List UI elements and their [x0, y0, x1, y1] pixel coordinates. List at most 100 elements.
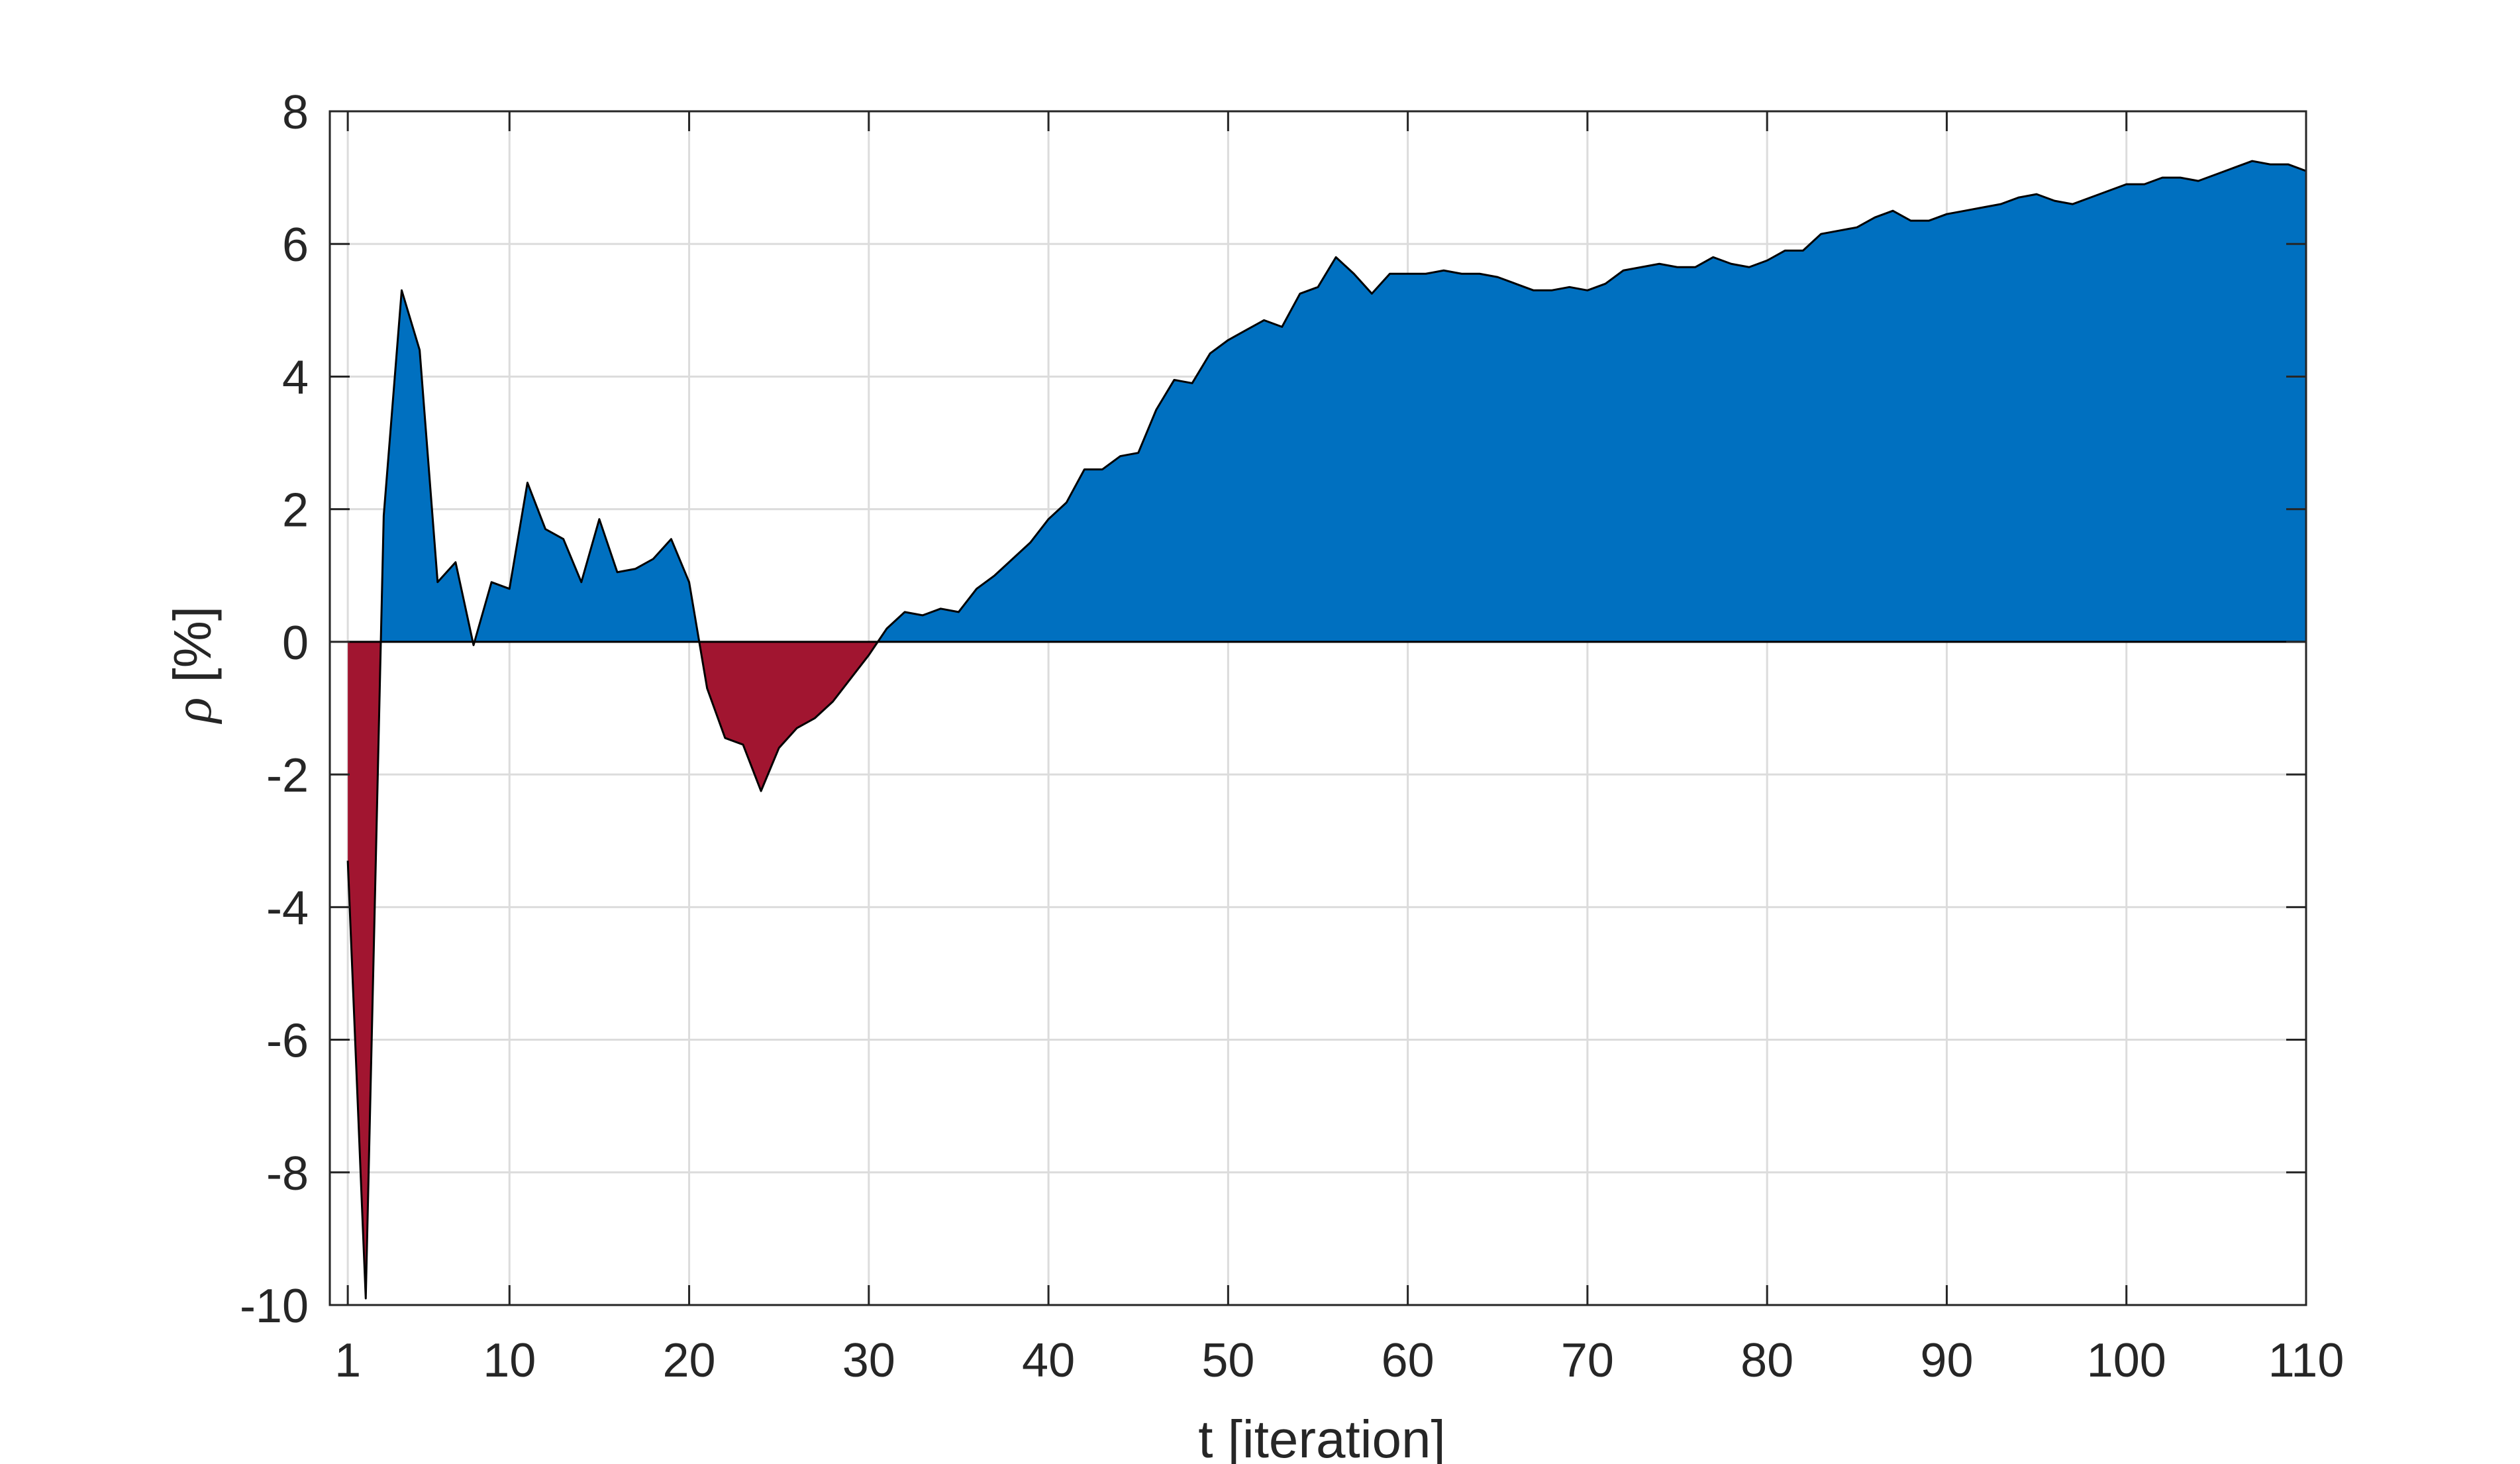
y-tick-label: 2 [282, 484, 309, 537]
data-point [1945, 213, 1948, 215]
data-point [419, 348, 421, 351]
data-point [1281, 325, 1284, 328]
data-point [472, 644, 475, 647]
data-point [1155, 409, 1158, 411]
x-tick-label: 50 [1201, 1334, 1254, 1387]
data-point [885, 627, 888, 630]
data-point [1460, 272, 1463, 275]
x-tick-label: 110 [2268, 1334, 2344, 1387]
data-point [670, 538, 672, 541]
y-axis-label: ρ [%] [163, 606, 223, 725]
data-point [1191, 382, 1193, 384]
data-point [2053, 199, 2056, 202]
data-point [2089, 196, 2092, 199]
data-point [1370, 292, 1373, 295]
data-point [2197, 180, 2199, 182]
data-point [1029, 541, 1032, 544]
data-point [1478, 272, 1481, 275]
data-point [813, 717, 816, 719]
data-point [401, 289, 403, 291]
data-point [2179, 176, 2182, 179]
data-point [1227, 339, 1229, 341]
data-point [634, 568, 636, 570]
tick-marks [330, 110, 2307, 1306]
data-point [1658, 262, 1660, 265]
data-point [346, 859, 349, 862]
data-point [742, 743, 744, 746]
data-point [1352, 272, 1355, 275]
data-point [1748, 266, 1750, 268]
axes-frame [328, 110, 2307, 1306]
x-tick-label: 10 [483, 1334, 536, 1387]
data-point [1047, 518, 1050, 521]
data-point [2233, 166, 2235, 169]
data-point [795, 727, 798, 729]
y-tick-label: -10 [240, 1280, 309, 1333]
data-point [508, 588, 511, 590]
data-point [1514, 282, 1517, 285]
data-point [1335, 256, 1337, 258]
x-tick-label: 1 [334, 1334, 361, 1387]
data-point [2071, 203, 2074, 205]
negative-area-segment [699, 641, 878, 792]
positive-area-segment [878, 161, 2306, 642]
data-point [1604, 282, 1607, 285]
x-tick-label: 90 [1920, 1334, 1973, 1387]
data-point [1425, 272, 1427, 275]
data-point [688, 581, 691, 584]
y-axis-label-unit: [%] [163, 606, 222, 683]
data-point [1820, 233, 1823, 235]
data-outline [346, 160, 2307, 1300]
positive-area-segment [381, 290, 473, 642]
negative-area-segment [348, 641, 381, 1298]
data-point [1801, 249, 1804, 252]
y-tick-label: 0 [282, 617, 309, 670]
positive-area-segment [474, 482, 699, 642]
data-point [1299, 292, 1301, 295]
data-point [1407, 272, 1409, 275]
data-point [760, 790, 762, 792]
x-tick-labels: 1 10 20 30 40 50 60 70 80 90 100 110 [334, 1334, 2344, 1387]
data-areas [348, 161, 2306, 1298]
data-point [1676, 266, 1679, 268]
data-point [868, 654, 870, 656]
data-point [1209, 352, 1211, 354]
data-point [436, 581, 439, 584]
data-point [490, 581, 493, 584]
y-axis-label-symbol: ρ [164, 698, 223, 725]
data-point [2251, 160, 2254, 162]
x-tick-label: 30 [842, 1334, 895, 1387]
y-tick-label: -6 [266, 1015, 309, 1068]
data-point [921, 614, 924, 617]
data-point [2107, 189, 2110, 192]
data-point [1730, 262, 1733, 265]
x-tick-label: 40 [1022, 1334, 1075, 1387]
data-point [1119, 455, 1122, 458]
data-point [2125, 183, 2128, 185]
y-tick-label: -2 [266, 749, 309, 802]
y-axis-label-space [163, 682, 222, 697]
data-point [1173, 378, 1176, 381]
data-point [1622, 269, 1625, 272]
y-tick-label: 4 [282, 351, 309, 404]
data-point [1101, 468, 1103, 471]
data-point [1874, 216, 1876, 219]
data-point [1550, 289, 1553, 291]
data-point [1891, 209, 1894, 212]
data-point [616, 571, 619, 574]
data-point [2269, 163, 2272, 166]
data-point [562, 538, 565, 541]
data-point [1982, 206, 1984, 209]
data-point [1964, 209, 1966, 212]
data-point [2287, 163, 2290, 166]
data-point [1083, 468, 1085, 471]
x-tick-label: 20 [662, 1334, 715, 1387]
data-point [526, 482, 529, 484]
data-point [1712, 256, 1715, 258]
data-point [976, 588, 978, 590]
x-tick-label: 100 [2087, 1334, 2166, 1387]
x-tick-label: 70 [1561, 1334, 1614, 1387]
data-point [939, 607, 942, 610]
data-point [903, 611, 906, 613]
data-point [1011, 558, 1014, 560]
